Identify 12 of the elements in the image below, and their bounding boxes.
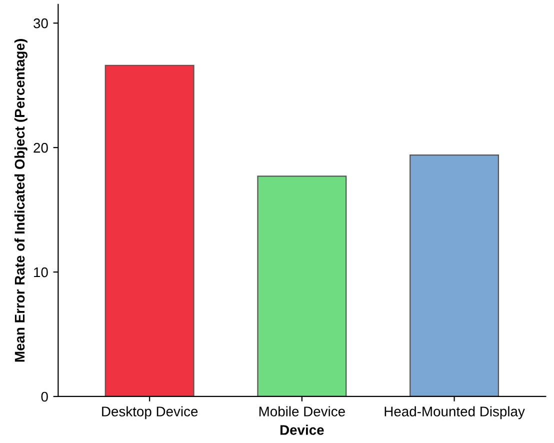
bar bbox=[257, 176, 347, 396]
y-tick-label: 30 bbox=[34, 18, 48, 28]
y-tick-label: 10 bbox=[34, 267, 48, 278]
y-tick-label: 20 bbox=[34, 142, 48, 153]
x-tick-label: Head-Mounted Display bbox=[384, 406, 525, 420]
x-axis-title: Device bbox=[280, 424, 324, 435]
x-tick-label: Mobile Device bbox=[259, 406, 345, 416]
bar bbox=[104, 64, 194, 396]
bar bbox=[410, 154, 500, 396]
y-axis-title: Mean Error Rate of Indicated Object (Percentage) bbox=[14, 39, 28, 362]
y-tick-label: 0 bbox=[41, 392, 48, 402]
x-tick-label: Desktop Device bbox=[102, 406, 198, 420]
